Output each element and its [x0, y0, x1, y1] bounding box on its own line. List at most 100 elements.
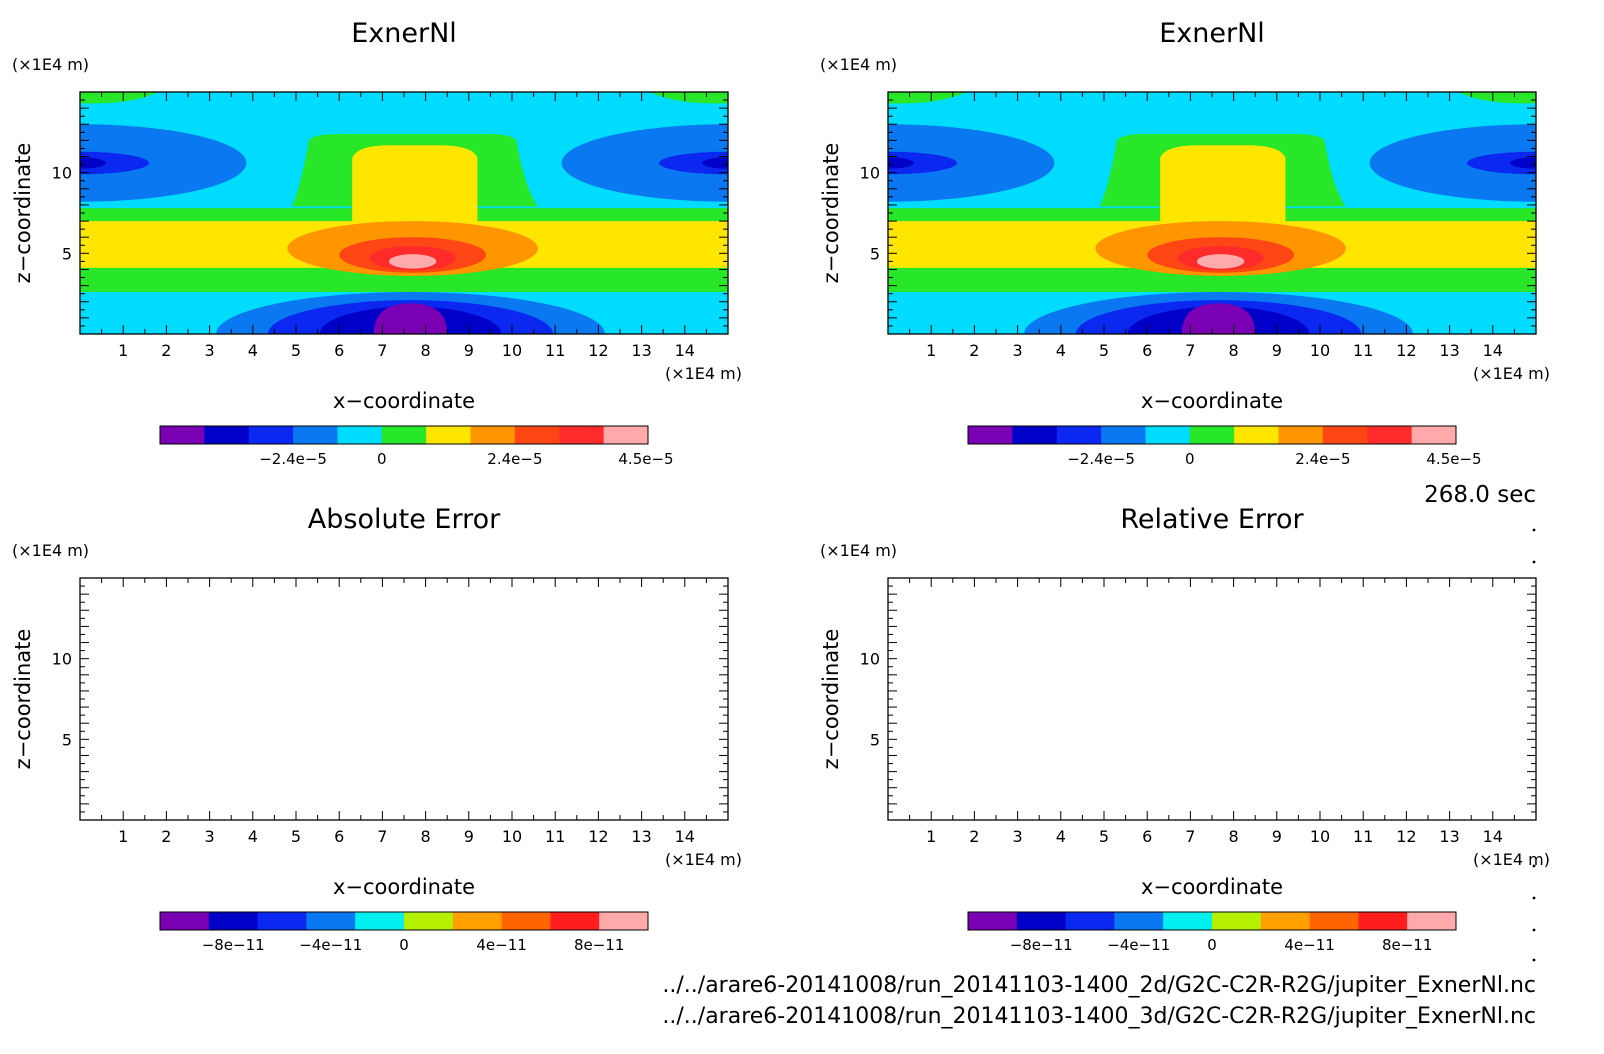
contour-fill-bottom-min: [373, 303, 448, 334]
colorbar-swatch: [1114, 912, 1164, 930]
colorbar-swatch: [1189, 426, 1235, 444]
x-tick-label: 13: [1439, 341, 1459, 360]
colorbar-label: 4.5e−5: [1426, 450, 1481, 468]
contour-fill-side-lobe-core: [888, 157, 914, 169]
contour-fill-top-right: [650, 92, 728, 104]
x-tick-label: 14: [1483, 827, 1503, 846]
colorbar: −8e−11 −4e−11 0 4e−11 8e−11: [159, 911, 649, 954]
contour-fill-top-left: [80, 92, 158, 104]
axis-ticks: [80, 92, 728, 334]
colorbar-swatch: [452, 912, 503, 930]
colorbar-swatch: [1358, 912, 1408, 930]
y-tick-label: 10: [52, 650, 72, 669]
colorbar-swatch: [160, 426, 205, 444]
x-tick-label: 3: [1013, 341, 1023, 360]
plot-frame: [79, 577, 729, 821]
x-tick-label: 3: [1013, 827, 1023, 846]
x-tick-label: 3: [205, 341, 215, 360]
x-tick-label: 11: [1353, 341, 1373, 360]
contour-fill-side-lobe: [80, 151, 150, 175]
x-tick-label: 7: [377, 341, 387, 360]
colorbar-swatch: [1065, 912, 1115, 930]
x-tick-label: 1: [118, 827, 128, 846]
x-tick-label: 12: [1396, 341, 1416, 360]
contour-fill-side-lobe: [888, 151, 958, 175]
x-axis-label: x−coordinate: [1141, 389, 1283, 413]
colorbar-swatch: [1260, 912, 1311, 930]
footer-file-3d: ../../arare6-20141008/run_20141103-1400_…: [662, 1004, 1536, 1029]
y-axis-label: z−coordinate: [11, 629, 35, 770]
y-tick-label: 5: [870, 244, 880, 263]
panel-title: ExnerNl: [1159, 18, 1265, 49]
colorbar-swatch: [603, 426, 649, 444]
colorbar-swatch: [1322, 426, 1368, 444]
colorbar: −2.4e−5 0 2.4e−5 4.5e−5: [159, 425, 674, 468]
y-unit-label: (×1E4 m): [820, 541, 897, 560]
x-tick-label: 8: [421, 341, 431, 360]
x-tick-label: 7: [1185, 341, 1195, 360]
x-tick-label: 5: [1099, 341, 1109, 360]
x-tick-label: 1: [926, 341, 936, 360]
colorbar-label: −8e−11: [1010, 936, 1073, 954]
x-tick-label: 9: [1272, 827, 1282, 846]
colorbar-frame: [967, 425, 1457, 445]
x-tick-label: 10: [1310, 827, 1330, 846]
y-axis-label: z−coordinate: [819, 629, 843, 770]
colorbar-swatch: [599, 912, 649, 930]
colorbar-swatch: [968, 912, 1018, 930]
x-tick-label: 1: [118, 341, 128, 360]
x-tick-label: 9: [464, 827, 474, 846]
colorbar-swatch: [559, 426, 605, 444]
x-tick-label: 10: [502, 827, 522, 846]
contour-fill-yellow-column: [1160, 145, 1286, 230]
colorbar-swatch: [1212, 912, 1262, 930]
colorbar-label: 0: [1207, 936, 1217, 954]
x-tick-label: 4: [248, 827, 258, 846]
colorbar-swatch: [1407, 912, 1457, 930]
x-tick-label: 8: [1229, 341, 1239, 360]
axis-ticks: [888, 578, 1536, 820]
colorbar-swatch: [381, 426, 427, 444]
colorbar-swatch: [1145, 426, 1191, 444]
colorbar-swatch: [248, 426, 294, 444]
colorbar-label: 0: [399, 936, 409, 954]
y-axis-label: z−coordinate: [819, 143, 843, 284]
colorbar-label: 4e−11: [1284, 936, 1334, 954]
colorbar-swatch: [1163, 912, 1213, 930]
y-tick-label: 5: [870, 730, 880, 749]
x-tick-label: 11: [545, 827, 565, 846]
contour-fill-top-right: [1458, 92, 1536, 104]
contour-fill-side-lobe: [1466, 151, 1536, 175]
colorbar-swatch: [514, 426, 560, 444]
axis-ticks: [888, 92, 1536, 334]
colorbar-swatch: [1016, 912, 1067, 930]
contour-fill-peak: [388, 254, 437, 269]
y-tick-label: 10: [52, 164, 72, 183]
x-tick-label: 6: [1142, 341, 1152, 360]
contour-fill-side-lobe-core: [80, 157, 106, 169]
colorbar-swatch: [1411, 426, 1457, 444]
x-tick-label: 5: [291, 827, 301, 846]
panel-title: Absolute Error: [308, 504, 501, 535]
colorbar-label: −2.4e−5: [259, 450, 327, 468]
footer-file-2d: ../../arare6-20141008/run_20141103-1400_…: [662, 973, 1536, 998]
x-tick-label: 2: [969, 341, 979, 360]
panel-relative-error: Relative Error (×1E4 m) (×1E4 m) x−coordina…: [819, 504, 1550, 954]
colorbar-swatch: [293, 426, 338, 444]
x-tick-label: 6: [334, 341, 344, 360]
colorbar-label: 0: [1185, 450, 1195, 468]
colorbar: −2.4e−5 0 2.4e−5 4.5e−5: [967, 425, 1482, 468]
colorbar-swatch: [355, 912, 405, 930]
x-unit-label: (×1E4 m): [1473, 850, 1550, 869]
x-tick-label: 11: [1353, 827, 1373, 846]
colorbar-label: 4.5e−5: [618, 450, 673, 468]
x-tick-label: 12: [1396, 827, 1416, 846]
contour-field: [888, 92, 1536, 334]
x-tick-label: 4: [1056, 827, 1066, 846]
y-unit-label: (×1E4 m): [12, 55, 89, 74]
contour-fill-side-lobe: [658, 151, 728, 175]
panel-exner-2d: ExnerNl (×1E4 m) (×1E4 m) x−coordinate z−coo…: [11, 18, 742, 468]
x-tick-label: 7: [377, 827, 387, 846]
